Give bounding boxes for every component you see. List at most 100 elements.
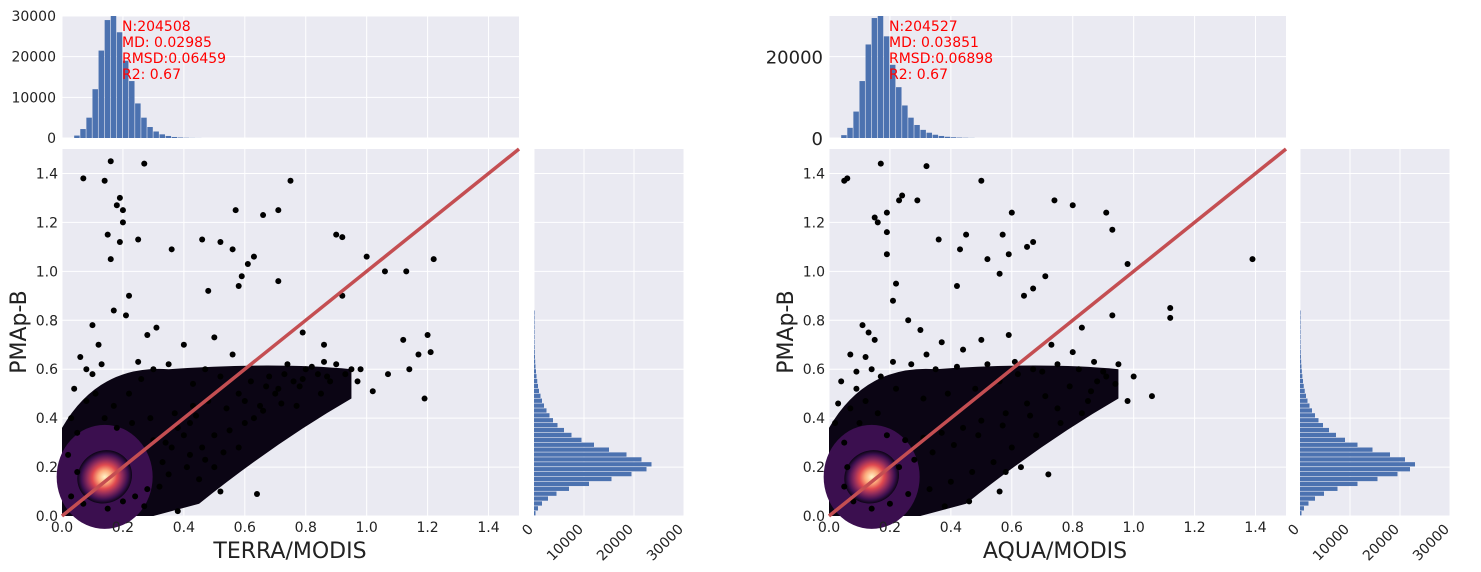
right-histogram-bar bbox=[534, 442, 594, 447]
top-histogram-bar bbox=[104, 20, 111, 138]
right-histogram-bar bbox=[534, 496, 548, 501]
scatter-point bbox=[978, 417, 985, 424]
stat-rmsd: RMSD:0.06898 bbox=[889, 51, 993, 67]
scatter-point bbox=[101, 415, 108, 422]
top-histogram-bar bbox=[153, 131, 159, 138]
scatter-point bbox=[832, 420, 839, 427]
top-histogram-bar bbox=[920, 129, 926, 138]
scatter-point bbox=[89, 322, 96, 329]
scatter-point bbox=[877, 160, 884, 167]
scatter-point bbox=[430, 256, 437, 263]
right-histogram-bar bbox=[534, 452, 627, 457]
top-histogram-tick-label: 20000 bbox=[11, 50, 56, 66]
scatter-point bbox=[1005, 331, 1012, 338]
scatter-point bbox=[348, 366, 355, 373]
scatter-point bbox=[877, 373, 884, 380]
scatter-point bbox=[302, 366, 309, 373]
top-histogram-tick-label: 0 bbox=[47, 131, 56, 147]
right-histogram-bar bbox=[1300, 457, 1405, 462]
scatter-point bbox=[287, 177, 294, 184]
x-tick-label: 0.4 bbox=[940, 520, 962, 536]
top-histogram-bar bbox=[841, 135, 847, 138]
scatter-point bbox=[871, 336, 878, 343]
top-histogram-bar bbox=[171, 136, 178, 138]
scatter-point bbox=[260, 212, 267, 219]
y-tick-label: 1.2 bbox=[36, 215, 58, 231]
top-histogram-tick-label: 20000 bbox=[766, 48, 823, 69]
scatter-point bbox=[883, 251, 890, 258]
scatter-point bbox=[113, 424, 120, 431]
scatter-point bbox=[342, 371, 349, 378]
stat-n: N:204527 bbox=[889, 19, 958, 35]
stats-annotation: N:204527 MD: 0.03851 RMSD:0.06898 R2: 0.… bbox=[889, 19, 993, 83]
scatter-point bbox=[1030, 238, 1037, 245]
scatter-point bbox=[165, 471, 172, 478]
one-to-one-line bbox=[60, 147, 521, 518]
right-histogram-bar bbox=[1300, 374, 1303, 379]
scatter-point bbox=[889, 297, 896, 304]
scatter-point bbox=[153, 324, 160, 331]
scatter-point bbox=[119, 219, 126, 226]
right-histogram-bar bbox=[534, 437, 582, 442]
right-histogram-tick-label: 10000 bbox=[1310, 522, 1353, 565]
scatter-point bbox=[1167, 314, 1174, 321]
right-histogram-bar bbox=[1300, 378, 1303, 384]
top-histogram-bar bbox=[80, 129, 86, 138]
scatter-point bbox=[147, 415, 154, 422]
top-histogram-bar bbox=[908, 117, 914, 138]
scatter-point bbox=[275, 385, 282, 392]
right-histogram-bar bbox=[534, 403, 544, 408]
top-histogram-tick-label: 30000 bbox=[11, 9, 56, 25]
top-histogram-bar bbox=[883, 36, 890, 139]
right-histogram-bar bbox=[534, 378, 538, 384]
stat-md: MD: 0.02985 bbox=[122, 35, 212, 51]
right-histogram-bar bbox=[534, 511, 536, 516]
top-histogram-bars bbox=[841, 16, 975, 139]
right-histogram-bar bbox=[534, 408, 547, 413]
scatter-point bbox=[841, 177, 848, 184]
right-histogram-bar bbox=[1300, 393, 1306, 398]
right-histogram-bar bbox=[1300, 423, 1323, 428]
right-histogram-bar bbox=[1300, 354, 1301, 359]
scatter-point bbox=[247, 378, 254, 385]
scatter-point bbox=[1069, 349, 1076, 356]
right-histogram-bar bbox=[534, 315, 535, 320]
scatter-point bbox=[217, 238, 224, 245]
right-histogram-bar bbox=[1300, 432, 1336, 438]
scatter-point bbox=[110, 307, 117, 314]
right-histogram-bar bbox=[534, 467, 647, 472]
right-histogram-bars bbox=[534, 310, 652, 516]
scatter-point bbox=[889, 358, 896, 365]
right-histogram-bar bbox=[1300, 408, 1312, 413]
scatter-point bbox=[180, 341, 187, 348]
scatter-point bbox=[253, 490, 260, 497]
scatter-point bbox=[144, 486, 151, 493]
scatter-point bbox=[159, 459, 166, 466]
x-tick-label: 0.6 bbox=[1001, 520, 1023, 536]
scatter-point bbox=[899, 192, 906, 199]
y-tick-label: 0.4 bbox=[36, 411, 58, 427]
scatter-point bbox=[984, 361, 991, 368]
scatter-point bbox=[1066, 383, 1073, 390]
scatter-point bbox=[275, 278, 282, 285]
right-histogram-tick-label: 0 bbox=[519, 522, 537, 540]
scatter-point bbox=[874, 410, 881, 417]
top-histogram-bar bbox=[116, 32, 123, 139]
scatter-point bbox=[202, 366, 209, 373]
right-histogram-bar bbox=[1300, 330, 1301, 335]
scatter-point bbox=[119, 498, 126, 505]
y-axis-label: PMAp-B bbox=[7, 290, 32, 374]
x-tick-label: 0.0 bbox=[818, 520, 840, 536]
top-histogram-tick-label: 0 bbox=[812, 129, 823, 150]
right-histogram-tick-label: 0 bbox=[1285, 522, 1303, 540]
scatter-point bbox=[141, 160, 148, 167]
top-histogram-bar bbox=[98, 50, 105, 138]
scatter-point bbox=[1014, 371, 1021, 378]
right-histogram-bar bbox=[534, 320, 535, 325]
right-histogram-bar bbox=[534, 310, 535, 315]
scatter-point bbox=[1088, 388, 1095, 395]
stat-r2: R2: 0.67 bbox=[122, 67, 181, 83]
scatter-point bbox=[1024, 243, 1031, 250]
reference-line bbox=[60, 147, 521, 518]
